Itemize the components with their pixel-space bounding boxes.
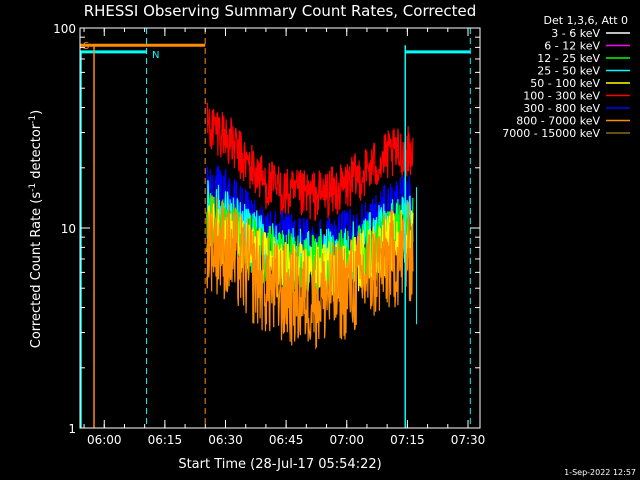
y-tick-label-1: 10 [61,222,76,236]
y-tick-label-0: 1 [68,422,76,436]
legend-label-4: 50 - 100 keV [530,77,600,90]
footer-timestamp: 1-Sep-2022 12:57 [564,468,636,477]
legend-label-3: 25 - 50 keV [537,65,600,78]
legend-label-6: 300 - 800 keV [523,102,600,115]
legend-label-2: 12 - 25 keV [537,52,600,65]
y-tick-label-2: 100 [53,22,76,36]
x-tick-label-3: 06:45 [269,433,304,447]
x-tick-label-4: 07:00 [329,433,364,447]
chart-title: RHESSI Observing Summary Count Rates, Co… [84,2,477,20]
series-trace-1 [206,102,414,221]
axes-layer: 06:00 06:15 06:30 06:45 07:00 07:15 07:30 1 10 10… [53,22,485,447]
legend-label-0: 3 - 6 keV [551,27,600,40]
x-tick-label-2: 06:30 [208,433,243,447]
series-trace-6 [206,195,414,350]
legend-label-8: 7000 - 15000 keV [502,127,600,140]
state-bar-label-1: N [152,50,159,61]
state-bar-label-0: S [83,41,89,52]
y-axis-label: Corrected Count Rate (s-1 detector-1) [28,110,44,348]
series-layer [206,102,414,350]
x-axis-label: Start Time (28-Jul-17 05:54:22) [178,457,381,472]
legend-label-7: 800 - 7000 keV [516,115,600,128]
x-tick-label-1: 06:15 [148,433,183,447]
legend-label-5: 100 - 300 keV [523,90,600,103]
legend-header: Det 1,3,6, Att 0 [544,14,628,27]
x-tick-label-6: 07:30 [451,433,486,447]
x-tick-label-0: 06:00 [87,433,122,447]
legend-label-1: 6 - 12 keV [544,40,600,53]
overlay-layer: SN [80,28,471,428]
x-tick-label-5: 07:15 [390,433,425,447]
